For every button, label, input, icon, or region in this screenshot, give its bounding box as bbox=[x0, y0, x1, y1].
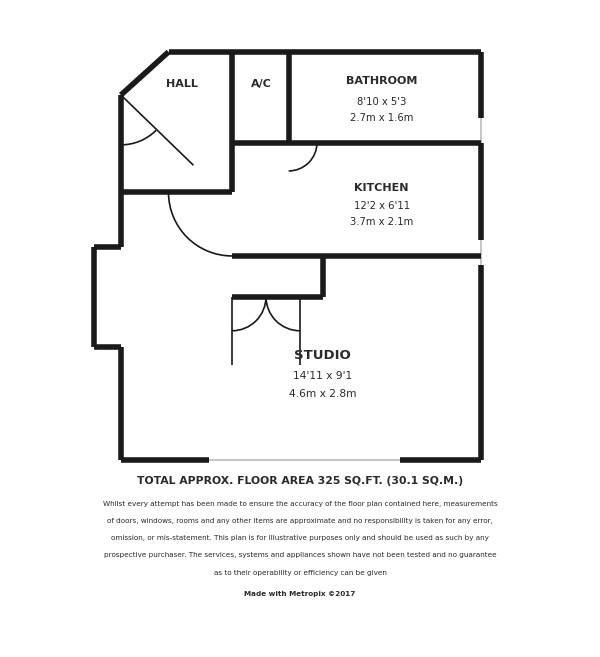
Text: KITCHEN: KITCHEN bbox=[355, 183, 409, 193]
Text: of doors, windows, rooms and any other items are approximate and no responsibili: of doors, windows, rooms and any other i… bbox=[107, 518, 493, 524]
Text: as to their operability or efficiency can be given: as to their operability or efficiency ca… bbox=[214, 570, 386, 576]
Text: STUDIO: STUDIO bbox=[294, 350, 351, 362]
Text: BATHROOM: BATHROOM bbox=[346, 76, 418, 86]
Text: 4.6m x 2.8m: 4.6m x 2.8m bbox=[289, 389, 356, 399]
Text: Made with Metropix ©2017: Made with Metropix ©2017 bbox=[244, 591, 356, 597]
Text: omission, or mis-statement. This plan is for illustrative purposes only and shou: omission, or mis-statement. This plan is… bbox=[111, 535, 489, 541]
Text: 14'11 x 9'1: 14'11 x 9'1 bbox=[293, 371, 352, 381]
Text: 3.7m x 2.1m: 3.7m x 2.1m bbox=[350, 217, 413, 227]
Text: 12'2 x 6'11: 12'2 x 6'11 bbox=[353, 201, 410, 211]
Text: HALL: HALL bbox=[166, 79, 198, 89]
Text: Whilst every attempt has been made to ensure the accuracy of the floor plan cont: Whilst every attempt has been made to en… bbox=[103, 501, 497, 507]
Text: prospective purchaser. The services, systems and appliances shown have not been : prospective purchaser. The services, sys… bbox=[104, 553, 496, 558]
Text: A/C: A/C bbox=[251, 79, 272, 89]
Text: 8'10 x 5'3: 8'10 x 5'3 bbox=[357, 97, 406, 107]
Text: TOTAL APPROX. FLOOR AREA 325 SQ.FT. (30.1 SQ.M.): TOTAL APPROX. FLOOR AREA 325 SQ.FT. (30.… bbox=[137, 476, 463, 486]
Text: 2.7m x 1.6m: 2.7m x 1.6m bbox=[350, 112, 413, 123]
